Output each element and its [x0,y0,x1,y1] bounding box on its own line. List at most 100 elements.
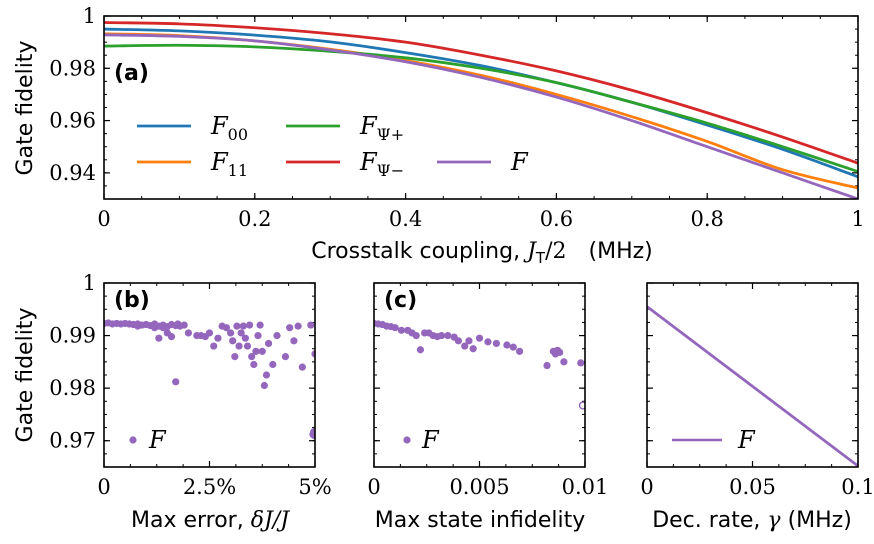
scatter-point [281,353,290,361]
panel-d-ticks: 0 0.05 0.1 [640,282,874,499]
panel-b-xtick-label: 0 [97,475,110,499]
scatter-point [222,324,230,332]
scatter-point [233,322,241,330]
scatter-point [416,346,425,354]
legend-label-F00: F00 [210,112,248,144]
legend-label-FPsiMinus: FΨ− [359,148,404,180]
panel-a-xlabel-unit: (MHz) [589,239,653,264]
panel-b-points [104,319,315,440]
scatter-point-open [578,401,585,410]
scatter-point [151,324,159,332]
scatter-point [461,342,469,350]
scatter-point [227,329,235,337]
panel-b-xtick-label: 2.5% [183,475,236,499]
panel-a-ytick-label: 0.94 [49,161,96,185]
scatter-point [243,342,252,350]
series-line-F [104,33,858,199]
panel-b: 0 2.5% 5% 0.97 0.98 0.99 1 (b) F Gate fidelity… [13,271,332,533]
panel-b-ylabel: Gate fidelity [13,308,38,443]
scatter-point [269,360,277,369]
scatter-point [239,322,247,330]
panel-a-xtick-label: 0.4 [389,207,422,231]
scatter-point [469,345,477,353]
scatter-point [465,337,473,345]
panel-b-xlabel: Max error, δJ/J [131,508,290,533]
panel-d-frame [646,282,859,468]
panel-b-ticks: 0 2.5% 5% 0.97 0.98 0.99 1 [49,271,331,499]
scatter-point [258,347,266,355]
scatter-point [248,353,256,361]
panel-b-legend-marker [129,436,137,444]
panel-c-xtick-label: 0.005 [449,475,509,499]
panel-a-xtick-label: 0.8 [690,207,723,231]
scatter-point [560,358,568,366]
scatter-point [310,431,315,440]
scatter-point [252,347,260,355]
scatter-point [307,321,315,329]
panel-a-xtick-label: 1 [851,207,864,231]
panel-a-xtick-label: 0.6 [540,207,573,231]
scatter-point [577,359,585,367]
panel-a-xlabel: Crosstalk coupling, JT/2 (MHz) [311,239,653,267]
scatter-point [397,326,406,334]
scatter-point [231,353,239,361]
scatter-point [391,324,399,332]
scatter-point [286,324,294,332]
panel-b-frame [103,282,316,468]
scatter-point [484,338,492,346]
panel-a-ytick-label: 0.96 [49,109,96,133]
panel-a-letter: (a) [114,61,149,86]
panel-c-frame [373,282,586,468]
series-line-FPsiMinus [104,21,858,165]
panel-b-ytick-label: 1 [83,271,96,295]
panel-d: 0 0.05 0.1 F Dec. rate, γ (MHz) [640,282,874,533]
scatter-point [475,334,484,342]
panel-d-xtick-label: 0 [640,475,653,499]
scatter-point [454,337,462,345]
panel-a-ticks: 0 0.2 0.4 0.6 0.8 1 0.94 0.96 0.98 1 [49,4,864,231]
panel-c: 0 0.005 0.01 (c) F Max state infidelity [367,282,608,533]
scatter-point [172,378,180,386]
scatter-point [509,343,517,351]
panel-a-xlabel-sub: T [535,249,546,267]
panel-c-xtick-label: 0 [367,475,380,499]
scatter-point [262,371,271,379]
scatter-point [210,342,218,350]
panel-a-ytick-label: 0.98 [49,56,96,80]
scatter-point [237,329,245,337]
scatter-point [298,363,306,371]
panel-a-xlabel-var: J [523,239,537,264]
panel-c-legend-marker [403,436,411,444]
panel-c-legend-label: F [421,426,440,454]
panel-d-xtick-label: 0.1 [841,475,874,499]
panel-a-curves [104,21,858,199]
series-line-F00 [104,27,858,179]
panel-b-legend-label: F [148,426,167,454]
series-line-F [647,305,858,467]
scatter-point [503,341,511,349]
scatter-point [264,339,273,348]
panel-b-xlabel-text: Max error, [131,508,251,533]
panel-d-legend-label: F [737,426,756,454]
panel-c-points [374,319,585,410]
scatter-point [155,334,163,342]
scatter-point [256,321,264,329]
panel-a-ytick-label: 1 [83,4,96,28]
panel-b-ytick-label: 0.99 [49,324,96,348]
panel-a-legend: F00 FΨ+ F11 FΨ− F [137,112,529,180]
scatter-point [134,322,142,330]
scatter-point [159,324,167,332]
panel-d-xtick-label: 0.05 [729,475,776,499]
scatter-point [294,322,302,330]
panel-a: 0 0.2 0.4 0.6 0.8 1 0.94 0.96 0.98 1 (a) F00 FΨ+ F1… [13,4,865,267]
scatter-point [515,347,524,355]
panel-b-ytick-label: 0.98 [49,376,96,400]
panel-d-xlabel: Dec. rate, γ (MHz) [652,508,852,533]
scatter-point [245,321,254,329]
scatter-point [273,331,281,340]
panel-b-ytick-label: 0.97 [49,429,96,453]
scatter-point [229,337,237,345]
scatter-point [412,331,420,340]
scatter-point [235,342,243,350]
